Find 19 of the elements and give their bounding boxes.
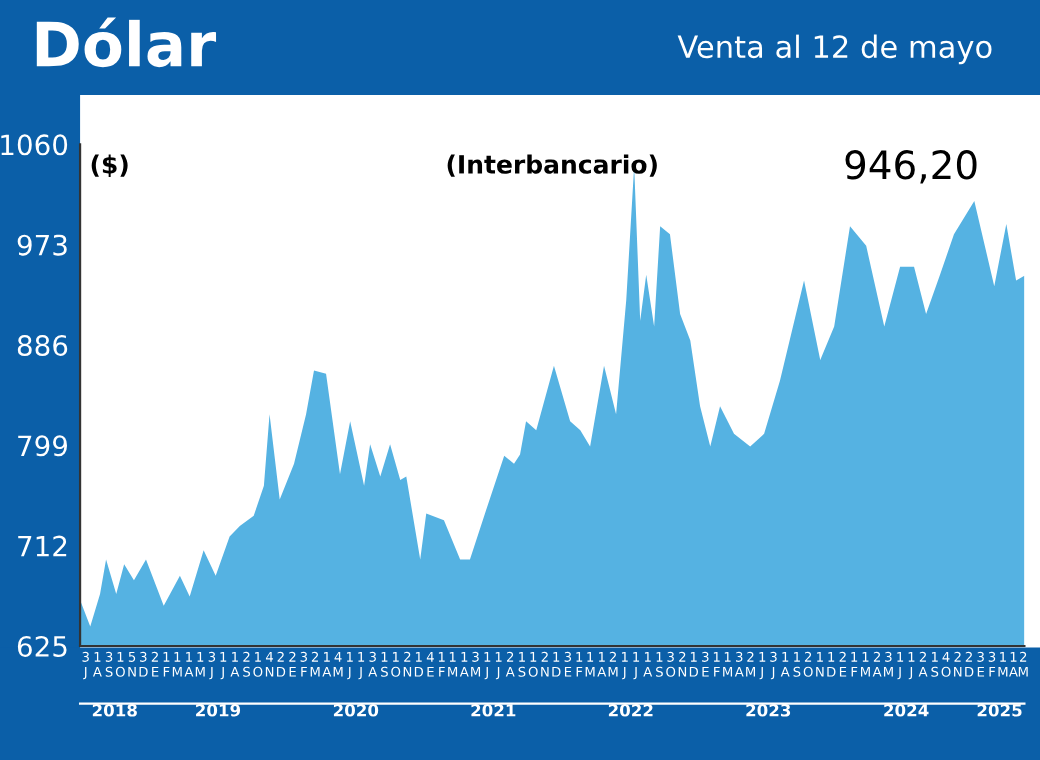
y-tick-label: 973 [17, 234, 67, 256]
x2-tick-label: 2019 [196, 703, 241, 717]
y-tick-label: 625 [17, 635, 67, 657]
y-tick-label: 886 [17, 334, 68, 356]
x2-tick-label: 2025 [977, 703, 1022, 717]
x2-tick-label: 2022 [608, 703, 653, 717]
annotation: (Interbancario) [447, 154, 657, 177]
y-tick-label: 1060 [1, 134, 68, 156]
x2-tick-label: 2023 [746, 703, 791, 717]
chart-subtitle: Venta al 12 de mayo [677, 34, 992, 65]
x2-tick-label: 2021 [471, 703, 516, 717]
y-tick-label: 712 [18, 535, 67, 557]
x2-tick-label: 2018 [92, 703, 137, 717]
y-axis-title: ($) [91, 154, 128, 178]
annotation: 946,20 [845, 150, 977, 184]
x2-tick-label: 2020 [333, 703, 379, 717]
x2-tick-label: 2024 [884, 703, 929, 717]
y-tick-label: 799 [18, 435, 68, 457]
chart-title: Dólar [36, 17, 217, 68]
